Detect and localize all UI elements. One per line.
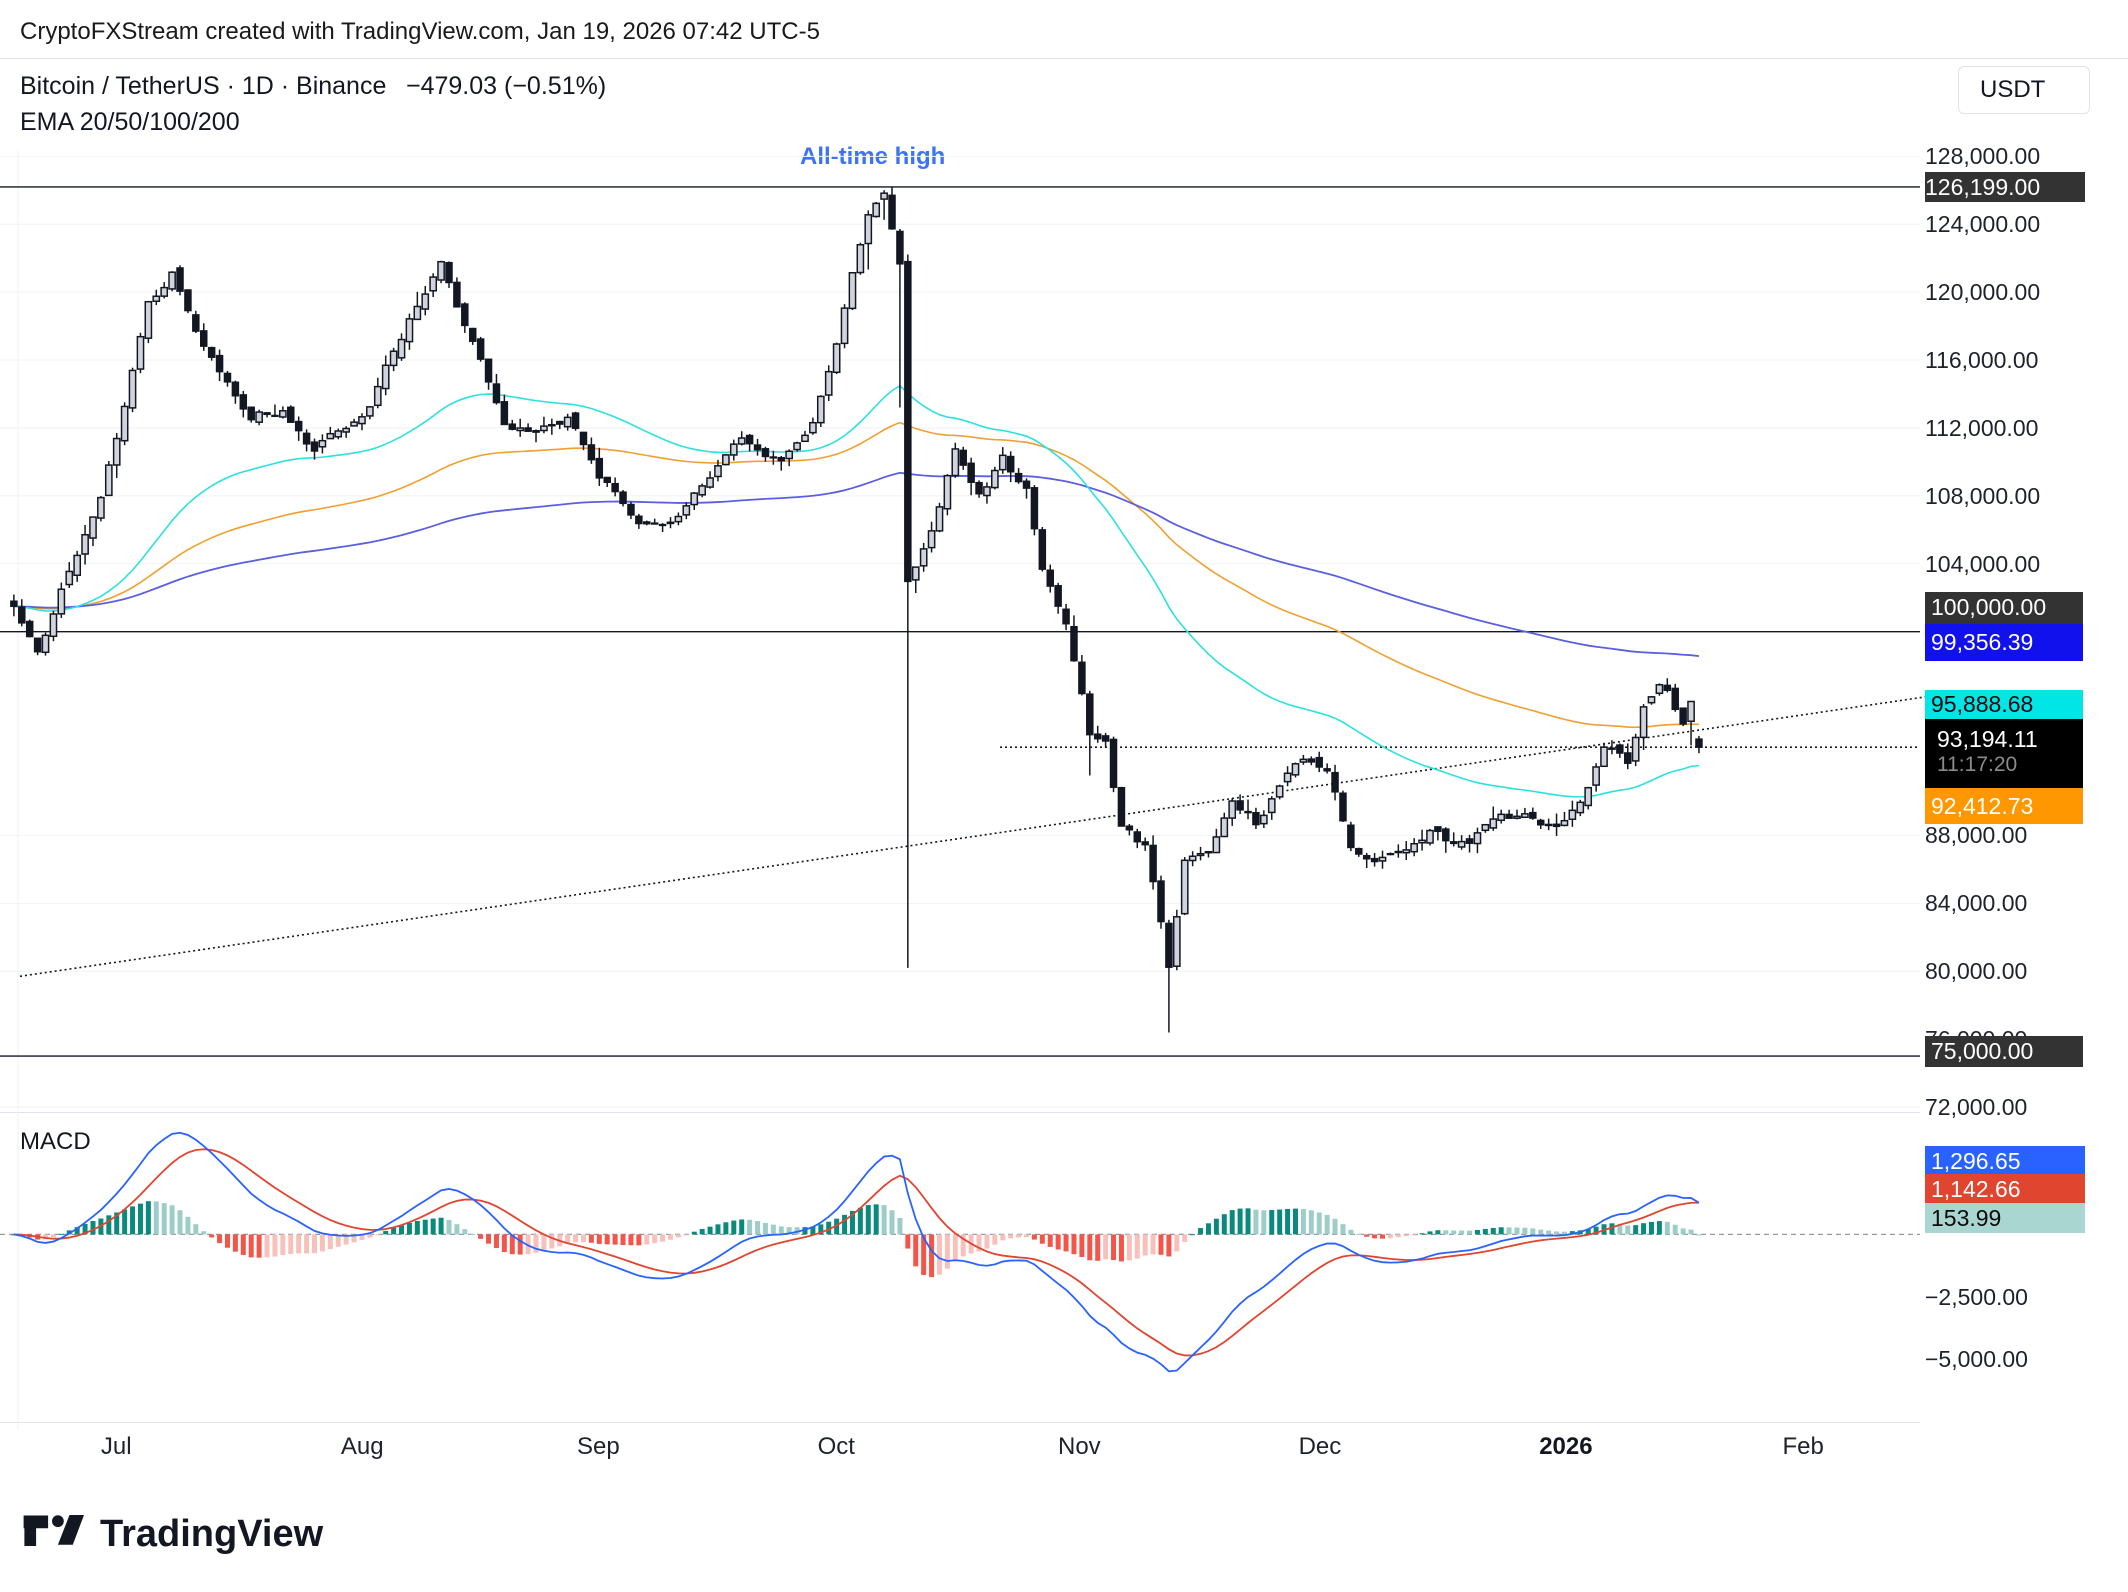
svg-text:TradingView: TradingView <box>100 1513 324 1555</box>
